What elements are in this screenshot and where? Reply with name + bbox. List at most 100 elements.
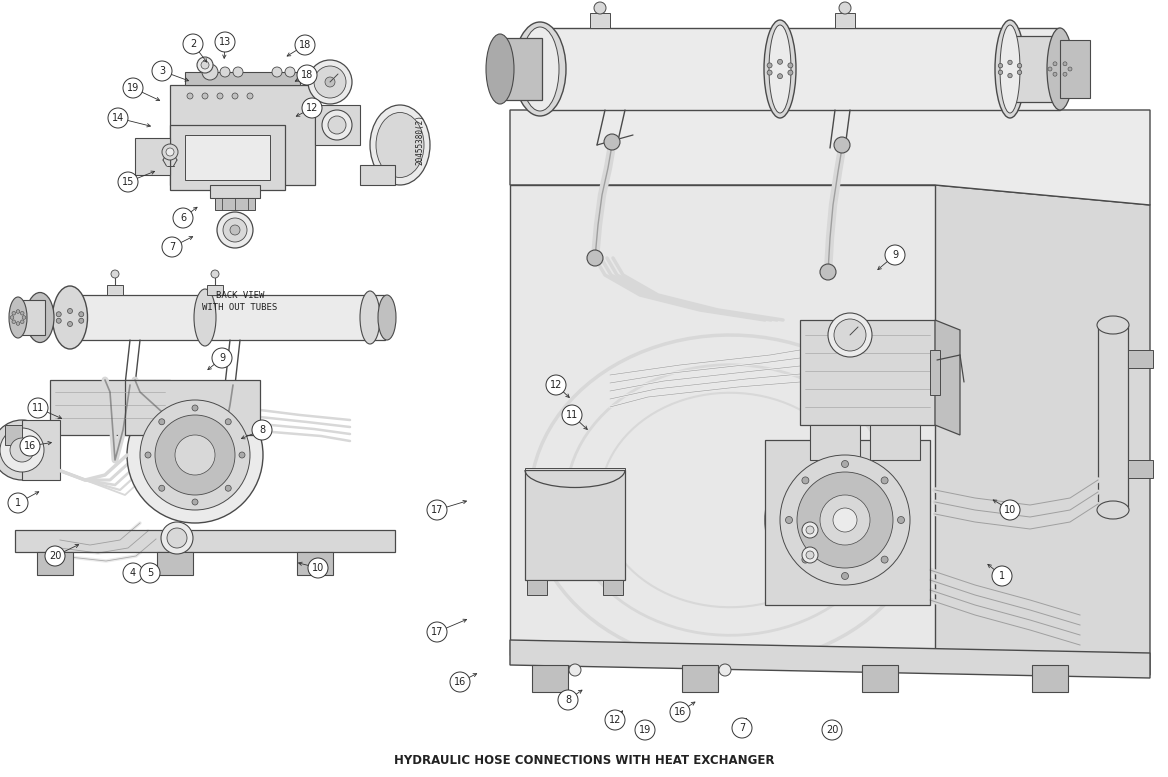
Circle shape xyxy=(252,420,272,440)
Circle shape xyxy=(161,522,193,554)
Circle shape xyxy=(732,718,752,738)
Circle shape xyxy=(1068,67,1072,71)
Polygon shape xyxy=(1128,350,1153,368)
Circle shape xyxy=(159,485,165,491)
Ellipse shape xyxy=(995,20,1026,118)
Polygon shape xyxy=(510,185,936,655)
Circle shape xyxy=(897,517,904,524)
Polygon shape xyxy=(1098,325,1128,510)
Circle shape xyxy=(545,375,566,395)
Circle shape xyxy=(778,74,783,78)
Circle shape xyxy=(232,93,238,99)
Circle shape xyxy=(314,66,346,98)
Text: 15: 15 xyxy=(121,177,134,187)
Polygon shape xyxy=(207,285,223,295)
Circle shape xyxy=(992,566,1011,586)
Ellipse shape xyxy=(53,286,88,349)
Polygon shape xyxy=(524,470,625,580)
Circle shape xyxy=(767,63,772,68)
Circle shape xyxy=(885,245,905,265)
Circle shape xyxy=(303,98,322,118)
Circle shape xyxy=(806,526,814,534)
Circle shape xyxy=(778,59,783,64)
Text: 13: 13 xyxy=(218,37,231,47)
Circle shape xyxy=(797,472,894,568)
Ellipse shape xyxy=(360,291,380,344)
Ellipse shape xyxy=(514,22,566,116)
Text: 18: 18 xyxy=(301,70,313,80)
Circle shape xyxy=(806,551,814,559)
Circle shape xyxy=(211,270,220,278)
Circle shape xyxy=(604,134,620,150)
Circle shape xyxy=(123,78,142,98)
Text: 7: 7 xyxy=(169,242,175,252)
Circle shape xyxy=(123,563,142,583)
Circle shape xyxy=(21,320,25,323)
Circle shape xyxy=(0,420,53,480)
Circle shape xyxy=(802,477,809,484)
Circle shape xyxy=(56,312,61,317)
Polygon shape xyxy=(531,665,568,692)
Polygon shape xyxy=(862,665,898,692)
Ellipse shape xyxy=(1000,25,1020,113)
Text: 16: 16 xyxy=(674,707,686,717)
Text: 9: 9 xyxy=(218,353,225,363)
Polygon shape xyxy=(524,468,625,470)
Polygon shape xyxy=(125,380,260,435)
Circle shape xyxy=(162,144,178,160)
Text: 12: 12 xyxy=(550,380,562,390)
Circle shape xyxy=(28,398,48,418)
Circle shape xyxy=(140,400,250,510)
Circle shape xyxy=(118,172,138,192)
Circle shape xyxy=(325,77,335,87)
Circle shape xyxy=(197,57,213,73)
Polygon shape xyxy=(765,440,930,605)
Circle shape xyxy=(192,499,199,505)
Circle shape xyxy=(12,320,15,323)
Circle shape xyxy=(1054,62,1057,66)
Polygon shape xyxy=(540,28,1061,110)
Circle shape xyxy=(328,116,346,134)
Circle shape xyxy=(450,672,470,692)
Polygon shape xyxy=(936,185,1150,675)
Polygon shape xyxy=(870,425,920,460)
Text: 3: 3 xyxy=(159,66,165,76)
Polygon shape xyxy=(936,320,960,435)
Polygon shape xyxy=(603,580,623,595)
Polygon shape xyxy=(185,72,300,85)
Circle shape xyxy=(999,64,1002,68)
Text: 20: 20 xyxy=(826,725,839,735)
Text: 16: 16 xyxy=(454,677,466,687)
Ellipse shape xyxy=(769,25,791,113)
Polygon shape xyxy=(315,105,360,145)
Circle shape xyxy=(187,93,193,99)
Text: 1: 1 xyxy=(15,498,21,508)
Polygon shape xyxy=(527,580,547,595)
Polygon shape xyxy=(107,285,123,295)
Text: 7: 7 xyxy=(739,723,745,733)
Polygon shape xyxy=(500,38,542,100)
Circle shape xyxy=(22,315,26,319)
Circle shape xyxy=(155,415,235,495)
Ellipse shape xyxy=(1047,28,1073,110)
Circle shape xyxy=(68,322,72,326)
Text: 19: 19 xyxy=(639,725,651,735)
Text: 17: 17 xyxy=(431,627,443,637)
Circle shape xyxy=(558,690,578,710)
Polygon shape xyxy=(50,380,171,435)
Polygon shape xyxy=(171,125,285,190)
Polygon shape xyxy=(510,640,1150,678)
Circle shape xyxy=(308,60,352,104)
Circle shape xyxy=(820,264,836,280)
Circle shape xyxy=(767,70,772,75)
Ellipse shape xyxy=(378,295,396,340)
Text: 10: 10 xyxy=(312,563,325,573)
Circle shape xyxy=(833,508,857,532)
Polygon shape xyxy=(15,530,395,552)
Circle shape xyxy=(588,250,603,266)
Circle shape xyxy=(8,493,28,513)
Ellipse shape xyxy=(521,27,559,111)
Ellipse shape xyxy=(194,289,216,346)
Polygon shape xyxy=(210,185,260,198)
Circle shape xyxy=(217,93,223,99)
